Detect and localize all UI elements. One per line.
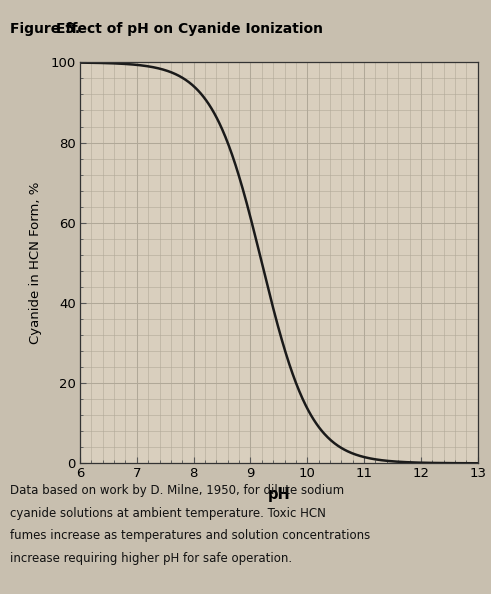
Text: Figure 5.: Figure 5.: [10, 22, 80, 36]
Text: Effect of pH on Cyanide Ionization: Effect of pH on Cyanide Ionization: [56, 22, 324, 36]
Text: cyanide solutions at ambient temperature. Toxic HCN: cyanide solutions at ambient temperature…: [10, 507, 326, 520]
Text: Data based on work by D. Milne, 1950, for dilute sodium: Data based on work by D. Milne, 1950, fo…: [10, 484, 344, 497]
Text: increase requiring higher pH for safe operation.: increase requiring higher pH for safe op…: [10, 552, 292, 565]
Y-axis label: Cyanide in HCN Form, %: Cyanide in HCN Form, %: [29, 182, 42, 344]
X-axis label: pH: pH: [268, 488, 290, 503]
Text: fumes increase as temperatures and solution concentrations: fumes increase as temperatures and solut…: [10, 529, 370, 542]
